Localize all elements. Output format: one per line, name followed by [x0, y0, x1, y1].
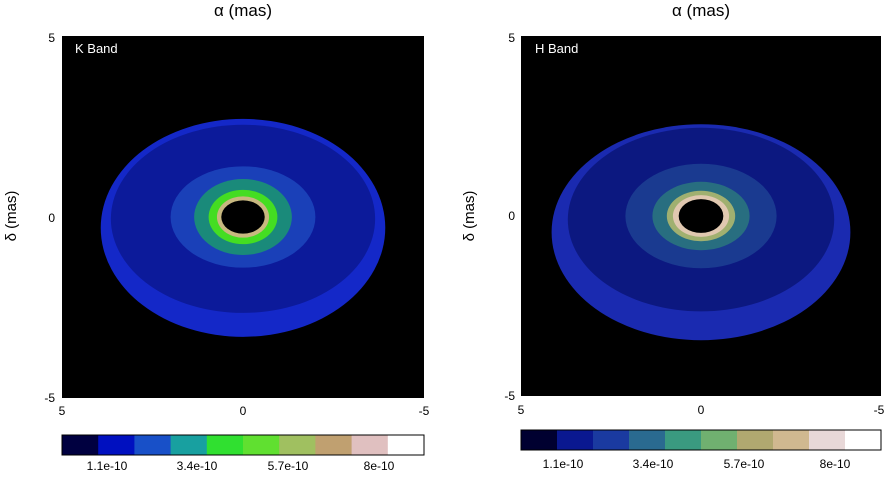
- colorbar-segment: [737, 430, 774, 450]
- y-axis-title: δ (mas): [461, 191, 478, 242]
- intensity-ring: [678, 199, 724, 233]
- ring-layer: [551, 124, 851, 341]
- colorbar-segment: [315, 435, 353, 455]
- h-band-panel: α (mas) δ (mas) H Band 5 0 -5 5 0 -5 1.1…: [460, 0, 885, 473]
- colorbar-segment: [134, 435, 172, 455]
- colorbar-segment: [701, 430, 738, 450]
- ring-layer: [100, 118, 386, 337]
- colorbar-segment: [351, 435, 389, 455]
- y-tick-label: -5: [504, 389, 515, 403]
- band-label: K Band: [75, 41, 118, 56]
- colorbar-segment: [387, 435, 425, 455]
- colorbar-segment: [845, 430, 882, 450]
- x-tick-label: -5: [419, 404, 430, 418]
- colorbar-segment: [98, 435, 135, 455]
- colorbar-tick-label: 1.1e-10: [543, 457, 584, 471]
- colorbar-segment: [243, 435, 280, 455]
- y-tick-label: 5: [508, 31, 515, 45]
- colorbar-segment: [206, 435, 244, 455]
- colorbar-segment: [665, 430, 702, 450]
- colorbar-tick-label: 8e-10: [820, 457, 851, 471]
- x-tick-label: -5: [874, 403, 885, 417]
- y-tick-label: -5: [44, 391, 55, 405]
- band-label: H Band: [535, 41, 578, 56]
- colorbar-tick-label: 5.7e-10: [268, 459, 309, 473]
- x-tick-label: 5: [59, 404, 66, 418]
- intensity-ring: [221, 200, 265, 234]
- y-axis-title: δ (mas): [3, 191, 20, 242]
- colorbar: [62, 435, 425, 455]
- y-tick-label: 5: [48, 31, 55, 45]
- colorbar: [521, 430, 882, 450]
- colorbar-segment: [279, 435, 316, 455]
- colorbar-segment: [62, 435, 99, 455]
- colorbar-segment: [521, 430, 558, 450]
- colorbar-segment: [170, 435, 208, 455]
- k-band-panel: α (mas) δ (mas) K Band 5 0 -5 5 0 -5 1.1…: [0, 0, 440, 473]
- y-tick-label: 0: [48, 211, 55, 225]
- x-tick-label: 0: [240, 404, 247, 418]
- colorbar-frame: [520, 429, 882, 451]
- colorbar-tick-label: 1.1e-10: [87, 459, 128, 473]
- x-axis-title: α (mas): [214, 1, 272, 20]
- x-axis-title: α (mas): [672, 1, 730, 20]
- colorbar-frame: [61, 434, 425, 456]
- colorbar-segment: [809, 430, 846, 450]
- x-tick-label: 5: [518, 403, 525, 417]
- k-band-chart: α (mas) δ (mas) K Band 5 0 -5 5 0 -5 1.1…: [3, 1, 430, 473]
- colorbar-tick-label: 3.4e-10: [633, 457, 674, 471]
- colorbar-segment: [629, 430, 666, 450]
- y-tick-label: 0: [508, 209, 515, 223]
- x-tick-label: 0: [698, 403, 705, 417]
- colorbar-tick-label: 5.7e-10: [724, 457, 765, 471]
- colorbar-tick-label: 3.4e-10: [177, 459, 218, 473]
- colorbar-segment: [593, 430, 630, 450]
- h-band-chart: α (mas) δ (mas) H Band 5 0 -5 5 0 -5 1.1…: [461, 1, 885, 471]
- colorbar-segment: [773, 430, 810, 450]
- colorbar-segment: [557, 430, 594, 450]
- colorbar-tick-label: 8e-10: [364, 459, 395, 473]
